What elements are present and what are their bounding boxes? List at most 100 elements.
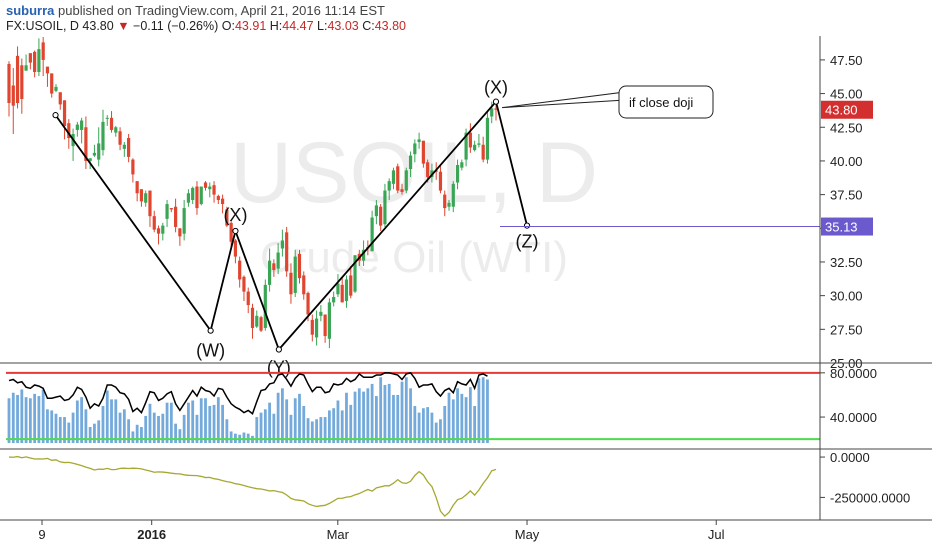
rsi-histogram-bar — [481, 377, 485, 443]
rsi-histogram-bar — [41, 389, 45, 443]
wave-label: (W) — [196, 341, 225, 361]
down-triangle-icon: ▼ — [117, 19, 130, 33]
target-price-badge — [821, 217, 873, 236]
rsi-histogram-bar — [97, 420, 101, 443]
candle-body — [161, 225, 165, 234]
rsi-histogram-bar — [182, 414, 186, 443]
wave-path — [54, 99, 528, 352]
osc-tick-label: -250000.0000 — [830, 490, 910, 505]
rsi-histogram-bar — [24, 397, 28, 443]
candle-body — [225, 209, 229, 226]
callout-pointer — [501, 91, 626, 109]
rsi-histogram-bar — [293, 398, 297, 443]
rsi-histogram-bar — [131, 431, 135, 443]
rsi-histogram-bar — [67, 422, 71, 443]
candle-body — [62, 100, 67, 126]
candle-body — [336, 283, 340, 295]
price-tick-label: 32.50 — [830, 255, 863, 270]
candle-body — [383, 190, 387, 225]
candle-body — [191, 187, 195, 200]
candle-body — [344, 279, 349, 302]
candle-body — [97, 143, 101, 160]
candle-body — [302, 275, 306, 295]
rsi-histogram-bar — [327, 410, 331, 443]
candle-body — [135, 181, 139, 194]
candle-body — [408, 155, 413, 170]
oscillator-pane: 0.0000 -250000.0000 — [8, 450, 910, 518]
rsi-histogram-bar — [229, 431, 233, 443]
wave-point-marker — [207, 327, 214, 334]
candle-body — [400, 189, 404, 192]
rsi-histogram-bar — [225, 419, 229, 443]
rsi-histogram-bar — [127, 419, 131, 443]
rsi-histogram-bar — [195, 414, 199, 443]
rsi-histogram-bar — [434, 422, 438, 443]
last-price: 43.80 — [82, 19, 114, 33]
candle-body — [84, 127, 88, 161]
candle-body — [152, 216, 156, 230]
candle-body — [37, 49, 41, 73]
price-axis[interactable]: 47.5045.0042.5040.0037.5035.0032.5030.00… — [820, 53, 873, 371]
rsi-histogram-bar — [396, 394, 400, 443]
price-tick-label: 47.50 — [830, 53, 863, 68]
rsi-histogram-bar — [174, 423, 178, 443]
rsi-histogram-bar — [152, 412, 156, 443]
candle-body — [276, 252, 280, 269]
publisher-link[interactable]: suburra — [6, 3, 55, 18]
oscillator-line — [8, 455, 497, 518]
rsi-histogram-bar — [191, 400, 195, 443]
high-label: H: — [269, 19, 283, 33]
rsi-histogram-bar — [118, 412, 122, 443]
rsi-histogram-bar — [370, 383, 374, 443]
time-tick-label: 2016 — [137, 527, 166, 542]
candle-body — [267, 260, 272, 285]
rsi-histogram-bar — [315, 419, 318, 443]
candle-body — [391, 170, 396, 184]
candle-body — [361, 249, 366, 261]
rsi-histogram-bar — [259, 412, 263, 443]
candle-body — [327, 302, 331, 339]
rsi-histogram-bar — [486, 379, 489, 443]
rsi-histogram-bar — [16, 394, 19, 443]
open-value: 43.91 — [234, 19, 267, 33]
rsi-histogram-bar — [212, 404, 216, 443]
time-axis[interactable]: 9 2016 Mar May Jul — [38, 520, 725, 542]
candle-body — [229, 222, 233, 242]
candle-body — [50, 73, 54, 94]
rsi-histogram-bar — [332, 408, 336, 443]
candle-body — [417, 139, 421, 143]
rsi-pane: 80.0000 40.0000 — [6, 366, 877, 443]
candle-body — [58, 92, 62, 105]
wave-annotations: (W)(X)(Y)(X)(Z)if close doji — [52, 78, 820, 378]
rsi-line — [8, 371, 488, 415]
candle-body — [109, 117, 114, 130]
callout-box — [618, 85, 714, 119]
rsi-histogram-bar — [409, 388, 412, 443]
published-text: published on TradingView.com, April 21, … — [58, 3, 385, 18]
symbol-label[interactable]: FX:USOIL, D — [6, 19, 79, 33]
rsi-histogram-bar — [135, 424, 139, 443]
rsi-histogram-bar — [148, 403, 152, 443]
rsi-histogram-bar — [413, 406, 417, 443]
candle-body — [174, 206, 178, 227]
candle-body — [323, 314, 327, 337]
candle-body — [451, 183, 455, 207]
candle-body — [293, 256, 297, 293]
rsi-histogram-bar — [187, 402, 190, 443]
candle-body — [75, 124, 79, 130]
candle-body — [310, 319, 314, 335]
rsi-histogram-bar — [204, 398, 207, 443]
candle-body — [208, 186, 212, 190]
rsi-histogram-bar — [473, 406, 477, 443]
candle-body — [455, 164, 460, 183]
candle-body — [67, 123, 71, 139]
rsi-histogram-bar — [362, 391, 365, 443]
candle-body — [485, 117, 490, 160]
rsi-histogram-bar — [122, 409, 126, 443]
last-price-badge-text: 43.80 — [825, 103, 858, 118]
candle-body — [114, 127, 118, 133]
candle-body — [297, 253, 302, 279]
candle-body — [88, 158, 92, 161]
rsi-histogram-bar — [58, 417, 62, 443]
